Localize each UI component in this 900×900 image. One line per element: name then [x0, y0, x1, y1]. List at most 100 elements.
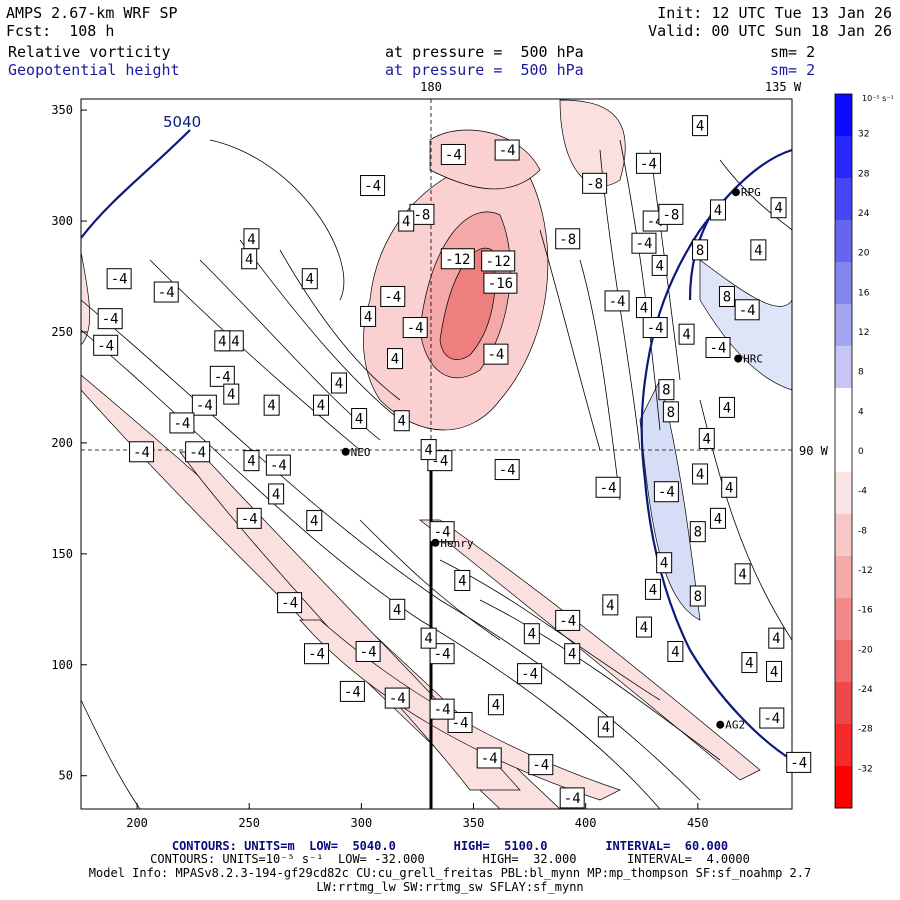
colorbar-cell — [835, 262, 852, 305]
valid-time: Valid: 00 UTC Sun 18 Jan 26 — [648, 22, 892, 40]
x-tick-label: 350 — [463, 816, 485, 830]
vort-label-text: 4 — [640, 620, 648, 636]
vort-label: -4 — [476, 747, 502, 769]
x-tick-label: 200 — [126, 816, 148, 830]
vort-label: -4 — [429, 521, 455, 543]
vort-label: 4 — [351, 408, 368, 429]
vort-label-text: 4 — [528, 627, 536, 643]
colorbar-cell — [835, 724, 852, 767]
vort-label: -4 — [185, 441, 211, 463]
vort-label-text: 4 — [696, 467, 704, 483]
vort-label-text: 4 — [714, 203, 722, 219]
vort-label: 4 — [635, 616, 652, 638]
vort-label: 4 — [312, 394, 329, 416]
vort-label: 8 — [692, 239, 709, 261]
vort-label-text: -4 — [481, 751, 498, 767]
colorbar-level: -12 — [858, 566, 873, 576]
vort-label: -4 — [631, 232, 657, 254]
vort-label-text: 4 — [458, 573, 466, 589]
vort-label-text: 4 — [355, 412, 363, 428]
colorbar-level: -20 — [858, 645, 873, 655]
vort-label-text: -4 — [270, 458, 287, 474]
vort-label: -4 — [106, 268, 132, 290]
y-tick-label: 150 — [51, 547, 73, 561]
station-label-henry: Henry — [440, 537, 473, 550]
colorbar-level: 24 — [858, 209, 870, 219]
y-tick-label: 300 — [51, 214, 73, 228]
vort-label-text: -4 — [600, 480, 617, 496]
lon-label-180: 180 — [420, 80, 442, 94]
vort-label-text: 4 — [247, 232, 255, 248]
vort-label: -4 — [494, 139, 520, 161]
vort-label: -8 — [658, 203, 684, 225]
vort-label: -8 — [555, 228, 581, 250]
vort-label: -4 — [635, 152, 661, 174]
vort-label-text: 4 — [398, 414, 406, 430]
vort-label-text: -4 — [445, 147, 462, 163]
vort-label: -4 — [191, 394, 217, 416]
vort-label: -4 — [595, 476, 621, 498]
vort-label-text: 4 — [745, 656, 753, 672]
vort-label: -4 — [209, 365, 235, 387]
vort-label: 4 — [393, 410, 410, 432]
field2-level: at pressure = 500 hPa — [385, 61, 584, 79]
colorbar-cell — [835, 136, 852, 179]
height-contour-5040 — [81, 129, 191, 239]
station-label-hrc: HRC — [743, 353, 763, 366]
colorbar-level: 28 — [858, 169, 870, 179]
stations: RPG HRC NEO Henry AG2 — [341, 186, 763, 732]
vort-label-text: -8 — [662, 207, 679, 223]
field1-smooth: sm= 2 — [770, 43, 816, 61]
vort-label-text: -4 — [488, 347, 505, 363]
colorbar-unit: 10⁻⁵ s⁻¹ — [862, 94, 894, 103]
colorbar-level: 16 — [858, 288, 870, 298]
vort-label: 4 — [243, 450, 260, 472]
y-tick-label: 50 — [59, 769, 73, 783]
x-tick-label: 400 — [575, 816, 597, 830]
vort-label-text: 8 — [694, 525, 702, 541]
vort-label-text: 4 — [671, 644, 679, 660]
field2-name: Geopotential height — [8, 61, 180, 79]
colorbar-level: 8 — [858, 368, 864, 378]
vort-label-text: -4 — [452, 715, 469, 731]
x-tick-label: 300 — [351, 816, 373, 830]
vort-label: 4 — [597, 716, 614, 738]
vort-label: -4 — [402, 317, 428, 339]
vort-label-text: 4 — [393, 602, 401, 618]
model-title: AMPS 2.67-km WRF SP — [6, 4, 178, 22]
vort-label: -4 — [528, 754, 554, 776]
vort-label-text: 4 — [306, 272, 314, 288]
vort-label-text: 4 — [770, 664, 778, 680]
vort-label: -4 — [380, 285, 406, 307]
map-axes: 200 250 300 350 400 450 350 300 250 200 150 100 50 — [51, 103, 708, 830]
colorbar-level: 12 — [858, 328, 869, 338]
vort-label: -4 — [517, 663, 543, 685]
vort-label: 4 — [306, 510, 323, 532]
field1-level: at pressure = 500 hPa — [385, 43, 584, 61]
vort-label-text: 4 — [424, 443, 432, 459]
vort-label-text: 4 — [364, 309, 372, 325]
vort-label-text: 8 — [723, 289, 731, 305]
vort-label: 4 — [330, 372, 347, 394]
station-dot-henry — [431, 538, 440, 547]
vort-label-text: 4 — [424, 631, 432, 647]
vort-label: 4 — [768, 627, 785, 649]
colorbar-cell — [835, 472, 852, 515]
vort-label: -4 — [555, 609, 581, 631]
y-tick-label: 100 — [51, 658, 73, 672]
colorbar-level: -4 — [858, 487, 867, 497]
vort-label-text: -4 — [640, 156, 657, 172]
colorbar-level: -8 — [858, 526, 867, 536]
colorbar-cell — [835, 682, 852, 725]
vort-label-text: -4 — [97, 338, 114, 354]
vort-label-text: -4 — [344, 684, 361, 700]
vort-label: -4 — [265, 454, 291, 476]
colorbar-level: -16 — [858, 606, 873, 616]
vort-label: 4 — [360, 305, 377, 327]
vort-label-text: 4 — [738, 567, 746, 583]
vort-label: -4 — [236, 507, 262, 529]
vort-label-text: -4 — [609, 294, 626, 310]
y-tick-label: 350 — [51, 103, 73, 117]
vort-label-text: -4 — [407, 321, 424, 337]
vort-label: -4 — [759, 707, 785, 729]
